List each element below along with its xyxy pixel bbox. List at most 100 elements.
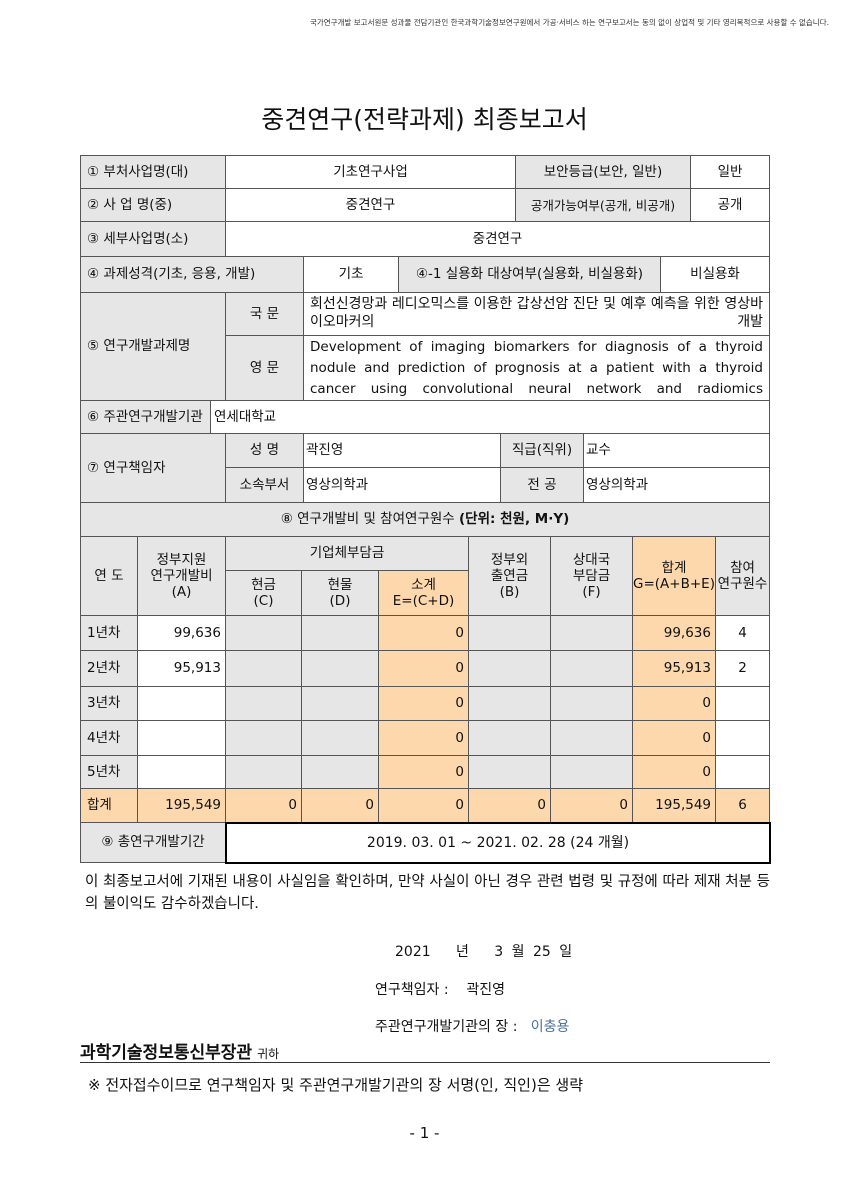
row-inkind (302, 616, 379, 651)
pi-label: ⑦ 연구책임자 (81, 434, 226, 503)
project-type-label: ④ 과제성격(기초, 응용, 개발) (81, 257, 304, 293)
sum-cash: 0 (226, 789, 302, 823)
pi-dept: 영상의학과 (304, 468, 501, 503)
pi-sign-label: 연구책임자 : (375, 982, 449, 998)
pi-name: 곽진영 (304, 434, 501, 468)
row-subtotal: 0 (379, 756, 469, 789)
period-label: ⑨ 총연구개발기간 (81, 823, 226, 863)
row-year: 4년차 (81, 721, 138, 756)
row-inkind (302, 687, 379, 721)
pi-rank-label: 직급(직위) (501, 434, 584, 468)
sum-researchers: 6 (716, 789, 770, 823)
row-researchers (716, 721, 770, 756)
security-value: 일반 (691, 156, 770, 189)
sum-nongov: 0 (469, 789, 551, 823)
header-nongov: 정부외 출연금 (B) (469, 537, 551, 616)
pi-signature-line: 연구책임자 : 곽진영 (375, 979, 505, 999)
head-sign-name: 이충용 (530, 1019, 570, 1035)
korean-title-label: 국 문 (226, 293, 304, 336)
row-year: 5년차 (81, 756, 138, 789)
row-researchers: 2 (716, 651, 770, 687)
row-partner (551, 756, 633, 789)
row-year: 1년차 (81, 616, 138, 651)
header-corporate: 기업체부담금 (226, 537, 469, 571)
header-cash: 현금 (C) (226, 571, 302, 616)
row-cash (226, 651, 302, 687)
head-signature-line: 주관연구개발기관의 장 : 이충용 (375, 1016, 569, 1036)
date-day-unit: 일 (559, 944, 573, 960)
commercialization-label: ④-1 실용화 대상여부(실용화, 비실용화) (399, 257, 661, 293)
row-nongov (469, 616, 551, 651)
sum-inkind: 0 (302, 789, 379, 823)
statement: 이 최종보고서에 기재된 내용이 사실임을 확인하며, 만약 사실이 아닌 경우… (85, 874, 770, 912)
row-gov: 95,913 (138, 651, 226, 687)
date-month: 3 (494, 944, 504, 960)
program-label: ② 사 업 명(중) (81, 189, 226, 222)
row-researchers: 4 (716, 616, 770, 651)
project-type-value: 기초 (304, 257, 399, 293)
row-total: 0 (633, 687, 716, 721)
disclosure-label: 공개가능여부(공개, 비공개) (516, 189, 691, 222)
row-partner (551, 651, 633, 687)
commercialization-value: 비실용화 (661, 257, 770, 293)
header-year: 연 도 (81, 537, 138, 616)
row-total: 99,636 (633, 616, 716, 651)
row-nongov (469, 756, 551, 789)
row-year: 3년차 (81, 687, 138, 721)
disclosure-value: 공개 (691, 189, 770, 222)
institution-label: ⑥ 주관연구개발기관 (81, 401, 211, 434)
header-partner: 상대국 부담금 (F) (551, 537, 633, 616)
date-year: 2021 (395, 944, 431, 960)
row-nongov (469, 651, 551, 687)
row-gov (138, 721, 226, 756)
header-inkind: 현물 (D) (302, 571, 379, 616)
row-nongov (469, 687, 551, 721)
recipient-name: 과학기술정보통신부장관 (80, 1043, 253, 1063)
sum-total: 195,549 (633, 789, 716, 823)
sum-year: 합계 (81, 789, 138, 823)
row-subtotal: 0 (379, 721, 469, 756)
sum-subtotal: 0 (379, 789, 469, 823)
row-researchers (716, 756, 770, 789)
page-title: 중견연구(전략과제) 최종보고서 (261, 105, 588, 134)
english-title-label: 영 문 (226, 336, 304, 401)
row-inkind (302, 756, 379, 789)
program-value: 중견연구 (226, 189, 516, 222)
report-table: ① 부처사업명(대) 기초연구사업 보안등급(보안, 일반) 일반 ② 사 업 … (80, 155, 771, 864)
sum-partner: 0 (551, 789, 633, 823)
recipient-suffix: 귀하 (257, 1047, 280, 1061)
report-date: 2021 년 3 월 25 일 (395, 941, 572, 961)
pi-rank: 교수 (584, 434, 770, 468)
signature-note: ※ 전자접수이므로 연구책임자 및 주관연구개발기관의 장 서명(인, 직인)은… (88, 1076, 583, 1094)
header-total: 합계 G=(A+B+E) (633, 537, 716, 616)
funding-unit: (단위: 천원, M·Y) (459, 511, 570, 528)
security-label: 보안등급(보안, 일반) (516, 156, 691, 189)
row-subtotal: 0 (379, 651, 469, 687)
subprogram-label: ③ 세부사업명(소) (81, 222, 226, 257)
row-researchers (716, 687, 770, 721)
row-year: 2년차 (81, 651, 138, 687)
dept-program-label: ① 부처사업명(대) (81, 156, 226, 189)
row-inkind (302, 721, 379, 756)
row-inkind (302, 651, 379, 687)
row-gov (138, 756, 226, 789)
row-gov: 99,636 (138, 616, 226, 651)
funding-title: ⑧ 연구개발비 및 참여연구원수 (단위: 천원, M·Y) (81, 503, 770, 537)
pi-major-label: 전 공 (501, 468, 584, 503)
row-nongov (469, 721, 551, 756)
funding-title-text: ⑧ 연구개발비 및 참여연구원수 (280, 511, 459, 528)
header-subtotal: 소계 E=(C+D) (379, 571, 469, 616)
period-value: 2019. 03. 01 ~ 2021. 02. 28 (24 개월) (225, 822, 771, 864)
row-partner (551, 616, 633, 651)
date-month-unit: 월 (511, 944, 525, 960)
pi-major: 영상의학과 (584, 468, 770, 503)
institution-value: 연세대학교 (211, 401, 770, 434)
korean-title: 회선신경망과 레디오믹스를 이용한 갑상선암 진단 및 예후 예측을 위한 영상… (304, 293, 770, 336)
subprogram-value: 중견연구 (226, 222, 770, 257)
row-cash (226, 616, 302, 651)
row-cash (226, 687, 302, 721)
row-cash (226, 756, 302, 789)
row-subtotal: 0 (379, 687, 469, 721)
row-subtotal: 0 (379, 616, 469, 651)
